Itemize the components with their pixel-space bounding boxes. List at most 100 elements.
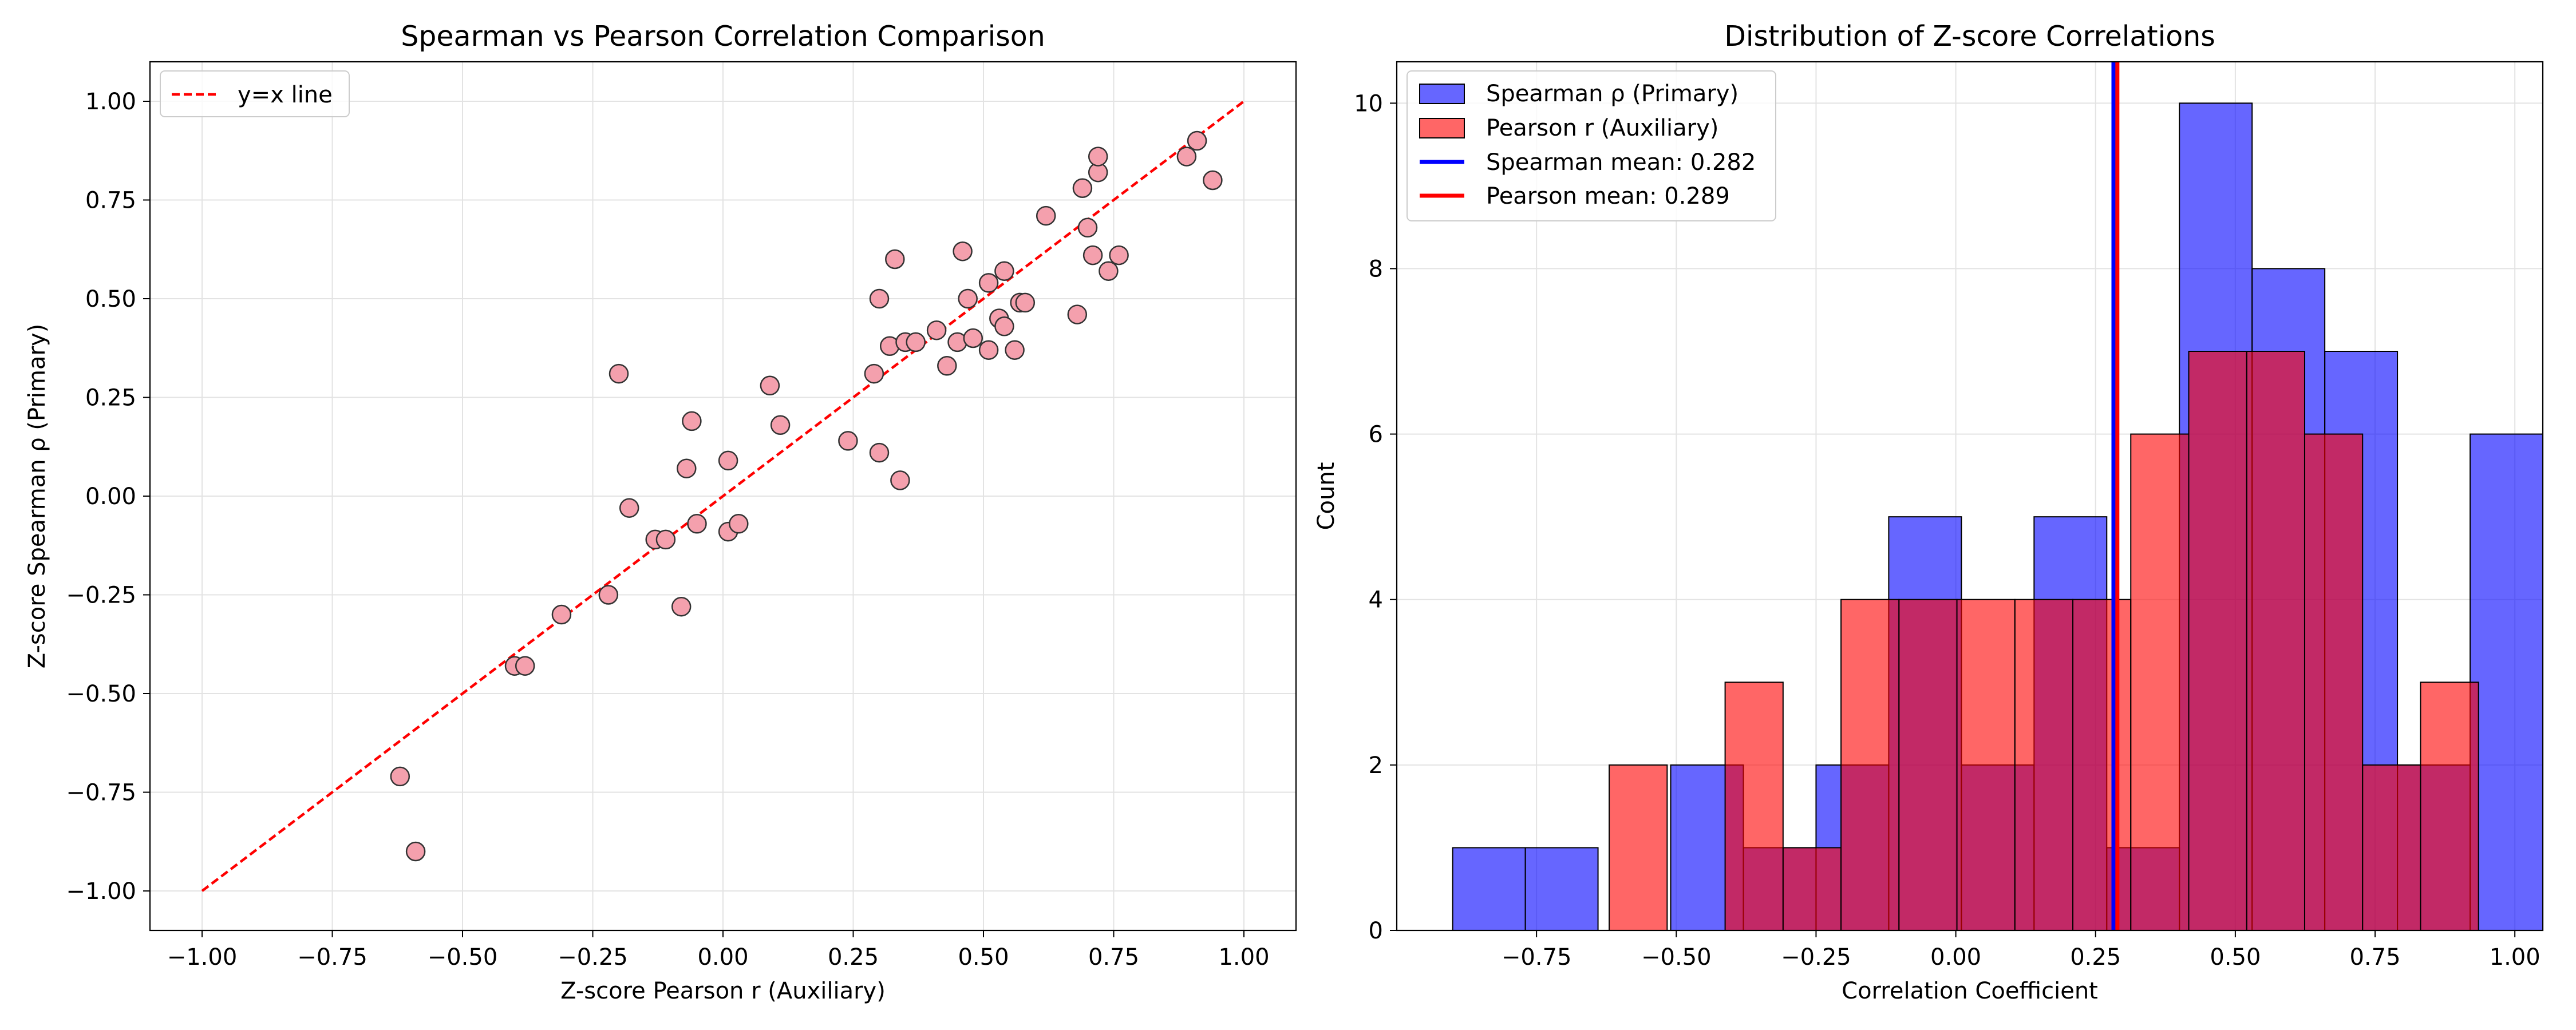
histogram-y-tick-label: 4 — [1369, 587, 1383, 613]
scatter-x-tick-label: −0.50 — [428, 944, 498, 970]
histogram-frame — [1396, 61, 2544, 932]
scatter-x-tick-label: 1.00 — [1218, 944, 1269, 970]
histogram-x-tick-label: 0.50 — [2210, 944, 2261, 970]
scatter-x-tick-label: −0.75 — [297, 944, 368, 970]
histogram-legend-box — [1406, 70, 1776, 221]
pearson-bar — [1898, 599, 1958, 931]
scatter-point — [390, 766, 410, 787]
scatter-y-tick-label: 0.25 — [85, 385, 136, 411]
scatter-legend-box — [160, 70, 350, 117]
scatter-point — [718, 450, 738, 471]
histogram-y-tick-label: 8 — [1369, 256, 1383, 282]
histogram-title: Distribution of Z-score Correlations — [1724, 20, 2215, 53]
scatter-x-tick-label: 0.50 — [958, 944, 1009, 970]
scatter-points — [390, 130, 1223, 862]
histogram-legend: Spearman ρ (Primary) Pearson r (Auxiliar… — [1406, 70, 1776, 221]
scatter-point — [926, 320, 947, 340]
spearman-mean-legend-label: Spearman mean: 0.282 — [1486, 149, 1756, 176]
scatter-point — [1077, 217, 1098, 238]
pearson-bar — [2420, 682, 2479, 932]
scatter-point — [1082, 245, 1103, 266]
histogram-x-label: Correlation Coefficient — [1842, 978, 2098, 1004]
pearson-bar — [2362, 764, 2421, 932]
scatter-y-tick-label: 1.00 — [85, 89, 136, 115]
reference-line — [201, 100, 1245, 892]
reference-line-legend-label: y=x line — [238, 82, 333, 108]
scatter-title: Spearman vs Pearson Correlation Comparis… — [401, 20, 1045, 53]
scatter-legend: y=x line — [160, 70, 350, 117]
scatter-point — [760, 375, 780, 396]
scatter-point — [978, 340, 999, 360]
scatter-point — [598, 585, 619, 605]
spearman-legend-swatch — [1419, 84, 1465, 104]
scatter-point — [958, 288, 978, 309]
pearson-bar — [2072, 599, 2132, 931]
mean-lines — [2111, 62, 2120, 930]
histogram-y-ticks: 0 2 4 6 8 10 — [1354, 90, 1397, 944]
scatter-point — [869, 442, 890, 463]
scatter-point — [864, 363, 884, 384]
scatter-point — [687, 514, 707, 534]
scatter-y-tick-label: 0.50 — [85, 286, 136, 312]
pearson-bar — [1782, 847, 1842, 932]
pearson-mean-legend-label: Pearson mean: 0.289 — [1486, 183, 1730, 209]
scatter-point — [1176, 146, 1197, 167]
scatter-point — [890, 470, 910, 490]
scatter-point — [906, 332, 926, 352]
scatter-point — [937, 356, 957, 376]
spearman-bar — [2470, 433, 2544, 931]
scatter-x-tick-label: 0.00 — [697, 944, 748, 970]
scatter-point — [551, 604, 572, 625]
scatter-y-tick-label: 0.00 — [85, 484, 136, 510]
histogram-x-tick-label: 0.25 — [2070, 944, 2121, 970]
scatter-y-ticks: −1.00 −0.75 −0.50 −0.25 0.00 0.25 0.50 0.75 1.00 — [66, 89, 150, 905]
scatter-y-tick-label: −0.75 — [66, 780, 136, 806]
scatter-y-tick-label: −0.25 — [66, 583, 136, 609]
scatter-x-label: Z-score Pearson r (Auxiliary) — [560, 978, 886, 1004]
histogram-y-tick-label: 6 — [1369, 422, 1383, 448]
scatter-point — [1203, 170, 1223, 191]
pearson-histogram-bars — [1609, 351, 2479, 932]
scatter-x-tick-label: −0.25 — [558, 944, 628, 970]
scatter-point — [515, 656, 535, 676]
histogram-x-tick-label: 0.00 — [1930, 944, 1981, 970]
histogram-x-tick-label: 1.00 — [2490, 944, 2541, 970]
pearson-bar — [1724, 682, 1784, 932]
pearson-bar — [2304, 433, 2364, 931]
scatter-point — [1072, 178, 1093, 199]
spearman-legend-label: Spearman ρ (Primary) — [1486, 81, 1739, 107]
scatter-point — [994, 261, 1014, 281]
scatter-point — [885, 249, 905, 270]
histogram-x-ticks: −0.75 −0.50 −0.25 0.00 0.25 0.50 0.75 1.00 — [1502, 930, 2541, 970]
pearson-bar — [1609, 764, 1668, 932]
scatter-y-tick-label: 0.75 — [85, 188, 136, 214]
pearson-bar — [2130, 433, 2190, 931]
scatter-point — [682, 411, 702, 431]
scatter-point — [1109, 245, 1129, 266]
scatter-panel: −1.00 −0.75 −0.50 −0.25 0.00 0.25 0.50 0.75 1.00… — [24, 20, 1297, 1004]
scatter-x-tick-label: −1.00 — [167, 944, 238, 970]
scatter-y-tick-label: −0.50 — [66, 681, 136, 707]
scatter-point — [405, 841, 426, 862]
histogram-y-tick-label: 0 — [1369, 918, 1383, 944]
reference-line-group — [201, 100, 1245, 892]
pearson-bar — [2188, 351, 2247, 931]
histogram-x-tick-label: −0.25 — [1781, 944, 1851, 970]
scatter-point — [770, 415, 791, 435]
pearson-bar — [1956, 599, 2016, 931]
pearson-bar — [2014, 599, 2074, 931]
histogram-y-tick-label: 2 — [1369, 752, 1383, 779]
pearson-legend-label: Pearson r (Auxiliary) — [1486, 115, 1718, 141]
scatter-point — [963, 328, 983, 348]
histogram-x-tick-label: −0.75 — [1502, 944, 1572, 970]
scatter-point — [1036, 205, 1056, 226]
pearson-bar — [2246, 351, 2305, 931]
pearson-bar — [1840, 599, 1900, 931]
spearman-bar — [1524, 847, 1599, 932]
scatter-point — [619, 498, 639, 518]
scatter-point — [838, 431, 858, 451]
scatter-point — [953, 241, 973, 262]
pearson-legend-swatch — [1419, 118, 1465, 138]
scatter-point — [671, 596, 692, 617]
